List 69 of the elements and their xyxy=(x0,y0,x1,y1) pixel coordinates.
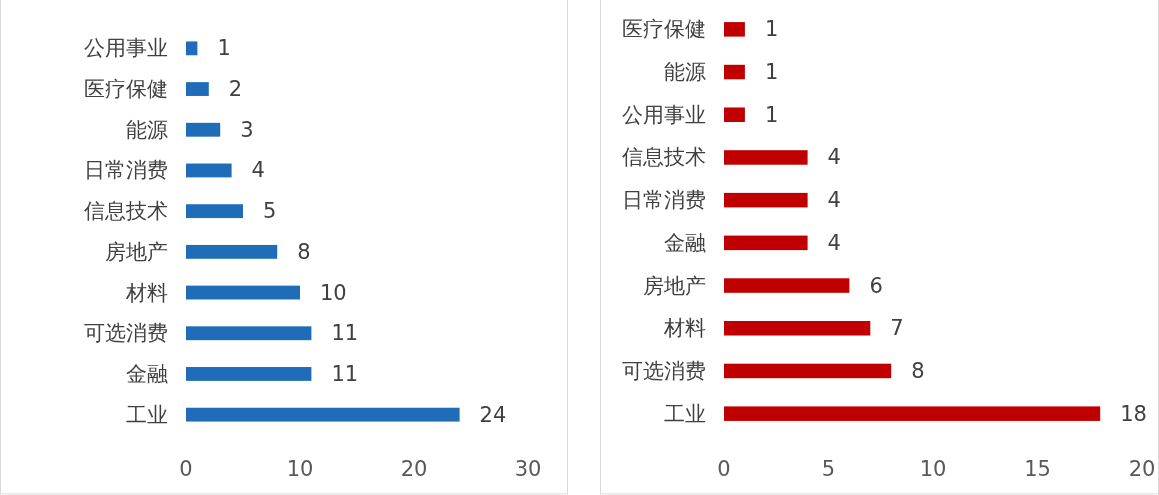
data-label: 24 xyxy=(479,402,507,427)
x-tick-label: 15 xyxy=(1024,457,1051,481)
y-tick-label: 金融 xyxy=(664,230,706,255)
x-tick-label: 20 xyxy=(1128,457,1156,481)
data-label: 1 xyxy=(764,17,779,42)
data-label: 4 xyxy=(251,158,265,183)
bar xyxy=(724,22,745,37)
y-tick-label: 工业 xyxy=(664,401,706,426)
y-tick-label: 医疗保健 xyxy=(84,77,168,102)
data-label: 8 xyxy=(297,239,311,264)
bar xyxy=(186,122,221,137)
data-label: 18 xyxy=(1120,401,1147,426)
bar xyxy=(186,41,198,56)
y-tick-label: 日常消费 xyxy=(622,188,706,213)
bar xyxy=(724,320,871,336)
x-tick-label: 0 xyxy=(179,457,193,481)
bar xyxy=(724,150,808,165)
x-tick-label: 10 xyxy=(919,457,947,481)
data-label: 5 xyxy=(263,199,277,224)
data-label: 8 xyxy=(911,358,925,383)
y-tick-label: 材料 xyxy=(663,316,706,341)
y-tick-label: 材料 xyxy=(125,280,168,305)
data-label: 1 xyxy=(217,36,231,61)
data-label: 4 xyxy=(827,145,841,170)
bar xyxy=(186,367,312,381)
data-label: 10 xyxy=(320,280,347,305)
data-label: 4 xyxy=(827,188,841,213)
y-tick-label: 日常消费 xyxy=(84,158,168,183)
x-tick-label: 5 xyxy=(821,457,836,481)
data-label: 7 xyxy=(890,316,904,341)
bar xyxy=(724,192,808,208)
y-tick-label: 信息技术 xyxy=(622,145,706,170)
y-tick-label: 房地产 xyxy=(105,239,168,264)
data-label: 1 xyxy=(764,102,779,127)
y-tick-label: 工业 xyxy=(126,402,168,427)
bar xyxy=(186,82,209,96)
data-label: 4 xyxy=(827,230,841,255)
y-tick-label: 能源 xyxy=(664,60,706,85)
y-tick-label: 医疗保健 xyxy=(622,17,706,42)
bar xyxy=(724,406,1101,421)
y-tick-label: 可选消费 xyxy=(622,358,706,383)
data-label: 11 xyxy=(331,361,359,386)
y-tick-label: 可选消费 xyxy=(84,321,168,346)
data-label: 1 xyxy=(764,60,779,85)
bar xyxy=(186,285,300,300)
bar xyxy=(724,235,808,251)
y-tick-label: 公用事业 xyxy=(622,102,706,127)
bar xyxy=(724,278,850,293)
y-tick-label: 金融 xyxy=(126,361,168,386)
data-label: 2 xyxy=(228,77,243,102)
x-tick-label: 30 xyxy=(514,457,542,481)
bar xyxy=(186,326,312,341)
bar xyxy=(724,107,745,123)
bar xyxy=(724,64,745,80)
bar xyxy=(186,163,232,178)
y-tick-label: 能源 xyxy=(126,117,168,142)
bar xyxy=(724,363,892,379)
data-label: 3 xyxy=(240,117,254,142)
data-label: 6 xyxy=(869,273,883,298)
y-tick-label: 公用事业 xyxy=(84,36,168,61)
x-tick-label: 0 xyxy=(717,457,731,481)
data-label: 11 xyxy=(331,321,359,346)
y-tick-label: 信息技术 xyxy=(84,199,168,224)
bar xyxy=(186,204,243,219)
bar xyxy=(186,244,278,259)
bar xyxy=(186,407,460,422)
y-tick-label: 房地产 xyxy=(643,273,706,298)
x-tick-label: 20 xyxy=(400,457,428,481)
x-tick-label: 10 xyxy=(286,457,314,481)
